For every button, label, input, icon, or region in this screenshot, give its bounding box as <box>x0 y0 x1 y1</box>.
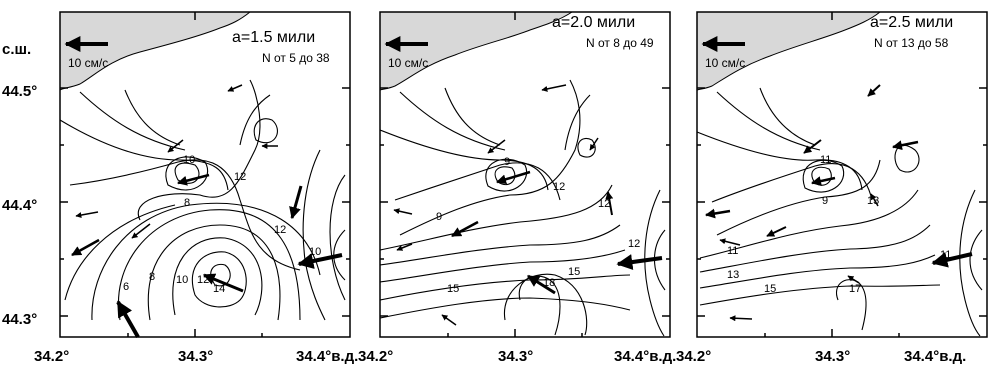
panel-ticks <box>380 12 670 337</box>
panel-frame <box>59 11 351 338</box>
current-arrow <box>616 254 663 270</box>
current-arrow <box>867 84 881 97</box>
x-tick-label: 34.2° <box>676 348 711 365</box>
current-arrow <box>396 243 413 251</box>
panel-frame <box>379 11 671 338</box>
contour-label: 15 <box>764 283 776 295</box>
current-arrow <box>227 84 243 92</box>
current-arrows <box>64 36 343 338</box>
contour-label: 11 <box>727 245 738 257</box>
contour-labels: 10 12 8 12 10 14 12 10 8 6 <box>123 154 321 295</box>
contour-labels: 9 12 9 12 12 15 18 15 <box>436 156 640 295</box>
current-arrow <box>847 275 860 284</box>
current-arrow <box>766 226 787 237</box>
panel-ticks <box>60 12 350 337</box>
current-arrow <box>705 208 731 219</box>
contour-label: 17 <box>849 283 861 295</box>
x-tick-label: 34.4°в.д. <box>614 348 676 365</box>
current-arrow <box>487 139 506 154</box>
current-arrow <box>75 211 99 218</box>
current-arrow <box>496 170 531 185</box>
contour-label: 8 <box>184 197 190 209</box>
current-arrow <box>393 208 413 215</box>
contour-lines <box>379 79 666 337</box>
contour-label: 10 <box>309 246 321 258</box>
current-arrow <box>811 176 836 186</box>
current-arrow <box>541 84 567 92</box>
panel-n-range: N от 8 до 49 <box>586 36 654 50</box>
contour-label: 12 <box>553 181 565 193</box>
coastline-shape <box>59 11 252 92</box>
contour-label: 13 <box>727 269 739 281</box>
contour-label: 12 <box>274 224 286 236</box>
contour-label: 12 <box>628 238 640 250</box>
current-arrow <box>202 273 244 293</box>
current-arrow <box>803 139 822 154</box>
scale-label: 10 см/с <box>705 56 745 70</box>
panel-n-range: N от 13 до 58 <box>874 36 949 50</box>
panel-1: 10 12 8 12 10 14 12 10 8 6 <box>34 11 358 365</box>
current-arrow <box>451 220 479 238</box>
current-arrow <box>729 315 753 322</box>
current-arrow <box>289 185 303 220</box>
current-arrow <box>719 238 741 246</box>
current-arrows <box>701 36 973 322</box>
y-axis-label: с.ш. <box>2 41 31 58</box>
current-arrow <box>116 300 140 338</box>
panel-title: a=1.5 мили <box>232 29 315 46</box>
panel-ticks <box>697 12 987 337</box>
x-tick-label: 34.4°в.д. <box>904 348 966 365</box>
y-tick-label: 44.4° <box>2 197 37 214</box>
coastline-shape <box>379 11 574 91</box>
x-tick-label: 34.2° <box>358 348 393 365</box>
contour-label: 11 <box>820 154 831 166</box>
x-tick-label: 34.3° <box>178 348 213 365</box>
contour-labels: 11 9 13 11 13 11 15 17 <box>727 154 951 295</box>
current-arrow <box>589 137 599 151</box>
contour-label: 9 <box>504 156 510 168</box>
current-arrow <box>605 191 614 216</box>
current-arrow <box>131 223 151 239</box>
y-tick-label: 44.5° <box>2 83 37 100</box>
current-arrow <box>870 193 879 207</box>
contour-label: 8 <box>149 271 155 283</box>
current-arrow <box>892 140 919 151</box>
contour-label: 10 <box>183 154 195 166</box>
current-arrow <box>167 139 184 153</box>
scale-label: 10 см/с <box>388 56 428 70</box>
contour-lines <box>696 87 983 337</box>
contour-label: 9 <box>822 195 828 207</box>
current-arrow <box>441 314 457 326</box>
x-tick-label: 34.3° <box>498 348 533 365</box>
current-arrow <box>526 274 556 295</box>
current-arrow <box>931 251 973 268</box>
panel-n-range: N от 5 до 38 <box>262 51 330 65</box>
current-arrow <box>177 173 210 186</box>
x-tick-label: 34.4°в.д. <box>296 348 358 365</box>
panel-frame <box>696 11 988 338</box>
current-arrow <box>297 253 343 269</box>
y-tick-label: 44.3° <box>2 311 37 328</box>
contour-label: 12 <box>598 198 610 210</box>
panel-title: a=2.0 мили <box>552 14 635 31</box>
contour-label: 10 <box>176 274 188 286</box>
contour-label: 15 <box>447 283 459 295</box>
contour-label: 6 <box>123 281 129 293</box>
x-tick-label: 34.2° <box>34 348 69 365</box>
panel-2: 9 12 9 12 12 15 18 15 <box>358 11 676 365</box>
coastline-shape <box>696 11 882 91</box>
contour-label: 12 <box>234 171 246 183</box>
current-arrows <box>384 36 663 326</box>
x-tick-label: 34.3° <box>815 348 850 365</box>
contour-label: 9 <box>436 211 442 223</box>
panel-title: a=2.5 мили <box>870 14 953 31</box>
current-arrow <box>71 238 100 257</box>
contour-label: 14 <box>213 283 225 295</box>
contour-label: 15 <box>568 266 580 278</box>
panel-3: 11 9 13 11 13 11 15 17 <box>676 11 988 365</box>
scale-label: 10 см/с <box>68 56 108 70</box>
